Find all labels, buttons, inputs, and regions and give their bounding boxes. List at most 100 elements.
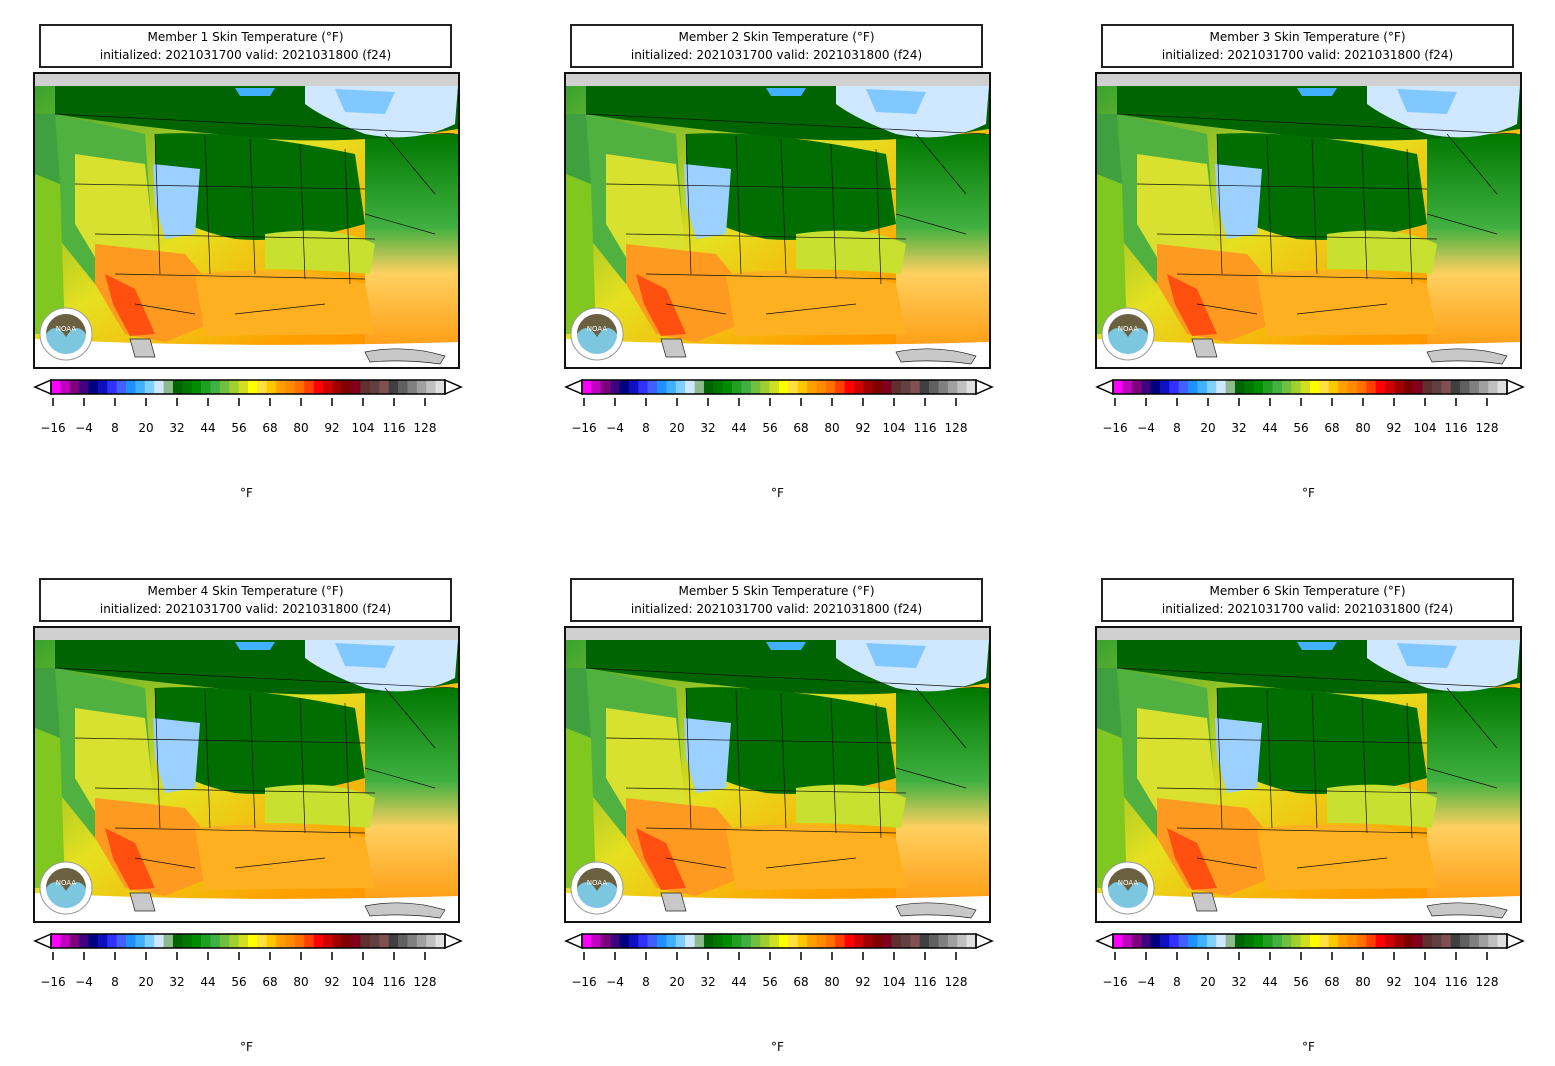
colorbar-tick-label: 80 bbox=[293, 975, 309, 989]
colorbar-tick-label: 92 bbox=[324, 421, 340, 435]
panel-title-box: Member 5 Skin Temperature (°F) initialize… bbox=[570, 578, 983, 622]
colorbar-swatch bbox=[835, 380, 845, 394]
colorbar-swatch bbox=[1169, 380, 1179, 394]
panel-subtitle: initialized: 2021031700 valid: 202103180… bbox=[99, 602, 392, 616]
colorbar-swatch bbox=[126, 380, 136, 394]
noaa-logo-text: NOAA bbox=[587, 879, 608, 887]
colorbar-tick-label: 44 bbox=[200, 421, 216, 435]
panel-subtitle: initialized: 2021031700 valid: 202103180… bbox=[99, 48, 392, 62]
colorbar-tick-label: 116 bbox=[382, 975, 406, 989]
panel-title-box: Member 3 Skin Temperature (°F) initialize… bbox=[1101, 24, 1514, 68]
colorbar-swatch bbox=[1272, 934, 1283, 948]
colorbar-swatch bbox=[882, 934, 892, 948]
colorbar-swatch bbox=[332, 380, 343, 394]
colorbar-swatch bbox=[1188, 934, 1198, 948]
colorbar-swatch bbox=[369, 934, 380, 948]
colorbar-swatch bbox=[1431, 380, 1442, 394]
colorbar-swatch bbox=[750, 934, 761, 948]
colorbar-swatch bbox=[694, 934, 705, 948]
colorbar-swatch bbox=[144, 380, 155, 394]
temperature-map bbox=[35, 628, 458, 921]
colorbar-swatch bbox=[807, 934, 817, 948]
colorbar-swatch bbox=[919, 934, 930, 948]
colorbar-swatch bbox=[807, 380, 817, 394]
colorbar-swatch bbox=[398, 380, 408, 394]
colorbar-tick-label: 20 bbox=[138, 421, 154, 435]
colorbar-swatch bbox=[929, 934, 939, 948]
colorbar-tick-label: 56 bbox=[231, 421, 247, 435]
colorbar-tick-label: −4 bbox=[1137, 421, 1155, 435]
colorbar-swatch bbox=[1131, 934, 1142, 948]
colorbar-tick-label: 104 bbox=[351, 975, 375, 989]
colorbar-swatch bbox=[1310, 380, 1320, 394]
colorbar-tick-label: 32 bbox=[700, 975, 716, 989]
colorbar-tick-label: 68 bbox=[793, 975, 809, 989]
colorbar-swatch bbox=[229, 380, 239, 394]
colorbar-unit-label: °F bbox=[240, 486, 253, 500]
colorbar-wrap bbox=[1095, 378, 1525, 398]
colorbar-tick-label: −16 bbox=[571, 421, 597, 435]
colorbar-swatch bbox=[1356, 934, 1367, 948]
colorbar-swatch bbox=[844, 380, 855, 394]
colorbar-swatch bbox=[1431, 934, 1442, 948]
colorbar-swatch bbox=[238, 380, 249, 394]
colorbar-swatch bbox=[910, 380, 921, 394]
colorbar-swatch bbox=[966, 380, 977, 394]
colorbar-tick-label: 20 bbox=[669, 421, 685, 435]
colorbar-swatch bbox=[1403, 934, 1414, 948]
colorbar-swatch bbox=[407, 380, 418, 394]
colorbar-tick-label: 116 bbox=[913, 421, 937, 435]
colorbar-swatch bbox=[369, 380, 380, 394]
colorbar-swatch bbox=[1347, 934, 1358, 948]
colorbar-swatch bbox=[628, 934, 639, 948]
colorbar-swatch bbox=[638, 380, 648, 394]
colorbar-swatch bbox=[1150, 380, 1161, 394]
colorbar-swatch bbox=[1281, 380, 1292, 394]
colorbar-swatch bbox=[882, 380, 892, 394]
colorbar-swatch bbox=[1394, 380, 1405, 394]
colorbar-swatch bbox=[1403, 380, 1414, 394]
colorbar-swatch bbox=[341, 380, 352, 394]
colorbar bbox=[564, 378, 994, 396]
colorbar-tick-label: 92 bbox=[1386, 975, 1402, 989]
colorbar-swatch bbox=[1291, 934, 1301, 948]
colorbar-swatch bbox=[1460, 934, 1470, 948]
colorbar-swatch bbox=[1375, 380, 1386, 394]
colorbar-swatch bbox=[388, 380, 399, 394]
colorbar-tick-label: 68 bbox=[262, 421, 278, 435]
colorbar-swatch bbox=[107, 380, 117, 394]
colorbar-swatch bbox=[1441, 934, 1452, 948]
colorbar bbox=[33, 932, 463, 950]
colorbar-tick-label: 128 bbox=[1475, 421, 1499, 435]
colorbar-tick-label: 116 bbox=[1444, 975, 1468, 989]
colorbar-swatch bbox=[713, 934, 724, 948]
colorbar-axis: −16 −4 8 20 32 44 56 68 80 92 104 116 128 °F bbox=[564, 398, 994, 500]
colorbar-swatch bbox=[388, 934, 399, 948]
colorbar-swatch bbox=[304, 380, 314, 394]
colorbar-swatch bbox=[182, 380, 193, 394]
colorbar-swatch bbox=[116, 934, 127, 948]
colorbar bbox=[1095, 932, 1525, 950]
colorbar-tick-label: −4 bbox=[75, 421, 93, 435]
colorbar-swatch bbox=[863, 934, 874, 948]
colorbar-swatch bbox=[1197, 380, 1208, 394]
colorbar-tick-label: 128 bbox=[944, 421, 968, 435]
map-frame: NOAA bbox=[1095, 626, 1522, 923]
colorbar-swatch bbox=[360, 380, 371, 394]
temperature-map bbox=[35, 74, 458, 367]
colorbar-swatch bbox=[891, 380, 902, 394]
colorbar-tick-label: 20 bbox=[1200, 421, 1216, 435]
colorbar-swatch bbox=[694, 380, 705, 394]
colorbar-tick-label: 80 bbox=[1355, 421, 1371, 435]
colorbar-swatch bbox=[351, 934, 361, 948]
panel-title-box: Member 1 Skin Temperature (°F) initialize… bbox=[39, 24, 452, 68]
colorbar-swatch bbox=[797, 380, 808, 394]
colorbar-swatch bbox=[703, 934, 714, 948]
colorbar-swatch bbox=[398, 934, 408, 948]
colorbar-swatch bbox=[1478, 380, 1489, 394]
panel-title: Member 5 Skin Temperature (°F) bbox=[678, 584, 875, 598]
colorbar-tick-label: −4 bbox=[75, 975, 93, 989]
colorbar-tick-label: 68 bbox=[1324, 975, 1340, 989]
colorbar-swatch bbox=[1478, 934, 1489, 948]
colorbar-swatch bbox=[797, 934, 808, 948]
